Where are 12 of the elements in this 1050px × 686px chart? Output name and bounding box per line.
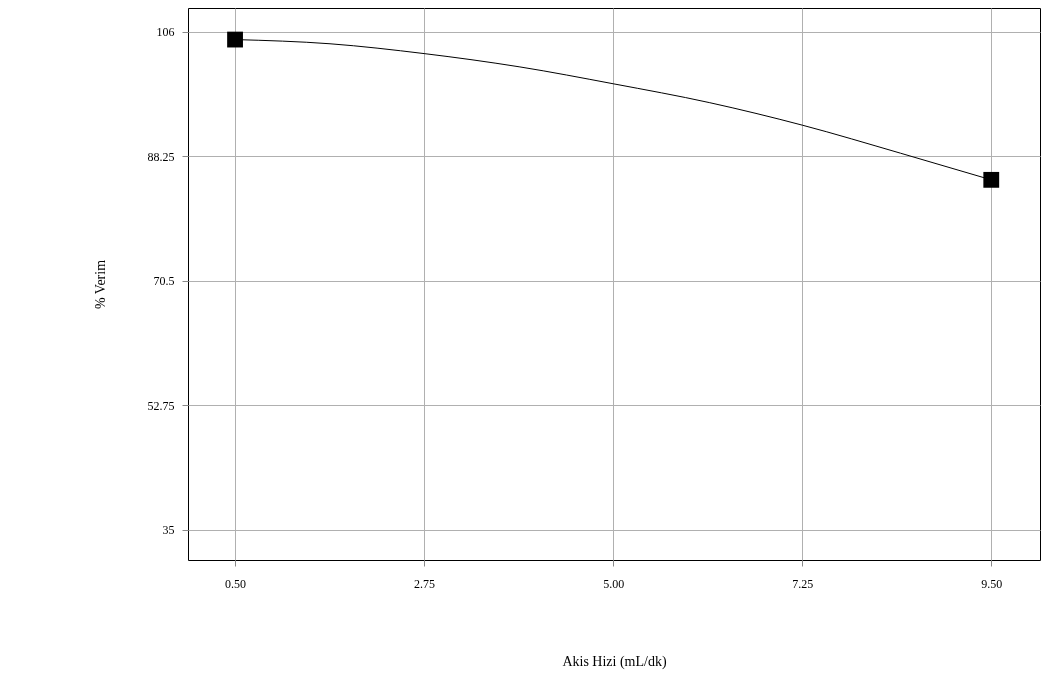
y-tick-label: 70.5 xyxy=(153,274,175,289)
x-tick-label: 9.50 xyxy=(981,576,1003,591)
x-tick-label: 7.25 xyxy=(792,576,814,591)
y-tick-label: 106 xyxy=(156,25,175,40)
y-axis-title: % Verim xyxy=(92,259,108,310)
x-tick-label: 2.75 xyxy=(414,576,436,591)
x-tick-label: 0.50 xyxy=(225,576,247,591)
x-tick-label: 5.00 xyxy=(603,576,625,591)
y-tick-label: 88.25 xyxy=(147,149,175,164)
x-axis-title: Akis Hizi (mL/dk) xyxy=(562,653,667,670)
y-tick-label: 35 xyxy=(162,523,175,538)
y-tick-label: 52.75 xyxy=(147,398,175,413)
